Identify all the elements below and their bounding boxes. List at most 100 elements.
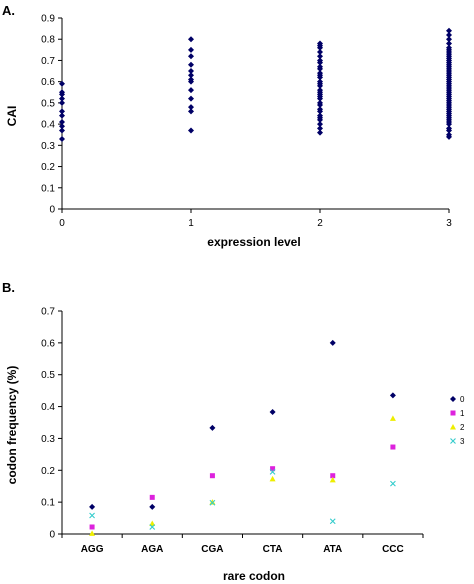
panel-a-point <box>59 99 65 106</box>
panel-a-point <box>188 61 194 68</box>
panel-b-y-tick-label: 0 <box>49 530 55 541</box>
panel-a-point <box>446 40 452 47</box>
panel-b-label: B. <box>2 280 15 295</box>
panel-b-point-series-0 <box>89 503 96 510</box>
panel-b-point-series-1 <box>270 466 276 472</box>
panel-a-x-ticks: 0 1 2 3 <box>59 209 452 229</box>
panel-b-point-series-1 <box>89 524 95 530</box>
panel-a-y-tick-label: 0.4 <box>41 120 55 131</box>
panel-a-point <box>59 95 65 102</box>
panel-b-legend: 0 1 2 3 <box>450 395 465 446</box>
panel-b-point-series-2 <box>389 415 396 421</box>
panel-a-point <box>188 53 194 60</box>
panel-a-y-tick-label: 0.3 <box>41 141 55 152</box>
panel-a-point <box>188 95 194 102</box>
panel-a-x-tick-label: 3 <box>446 218 452 229</box>
panel-b-point-series-2 <box>329 476 336 483</box>
panel-b-legend-label: 3 <box>460 437 465 446</box>
panel-b-y-tick-label: 0.4 <box>41 402 55 413</box>
panel-b-x-axis-label: rare codon <box>223 569 285 583</box>
panel-a-point <box>317 63 323 70</box>
panel-b-y-tick-label: 0.3 <box>41 434 55 445</box>
panel-a-point <box>317 112 323 119</box>
panel-b-point-series-2 <box>89 530 96 536</box>
panel-a-point <box>59 118 65 125</box>
panel-b-legend-marker <box>450 396 456 402</box>
panel-b-y-axis-label: codon frequency (%) <box>5 366 19 485</box>
panel-b-point-series-3 <box>149 524 156 530</box>
panel-b-x-tick-label: CGA <box>201 544 223 555</box>
panel-b-y-ticks: 0 0.1 0.2 0.3 0.4 0.5 0.6 0.7 <box>41 307 62 541</box>
panel-b-x-tick-label: CCC <box>382 544 404 555</box>
panel-b-x-tick-label: AGA <box>141 544 163 555</box>
panel-a-point <box>59 135 65 142</box>
panel-a-point <box>446 131 452 138</box>
panel-b-point-series-1 <box>330 473 336 479</box>
panel-a-points <box>59 27 452 142</box>
panel-a-point <box>446 125 452 132</box>
panel-b-legend-label: 2 <box>460 423 465 432</box>
panel-b-point-series-3 <box>329 518 336 525</box>
panel-a-point <box>317 53 323 60</box>
panel-a-point <box>188 72 194 79</box>
panel-a-point <box>188 104 194 111</box>
panel-a-point <box>317 99 323 106</box>
panel-a-y-tick-label: 0.5 <box>41 98 55 109</box>
panel-b-legend-marker <box>450 424 456 430</box>
panel-a-point <box>59 127 65 134</box>
panel-a-point <box>317 40 323 47</box>
panel-a-point <box>188 108 194 115</box>
panel-b-axes <box>61 311 423 535</box>
panel-a-point <box>446 31 452 38</box>
panel-a-point <box>188 76 194 83</box>
panel-b-x-tick-label: ATA <box>323 544 342 555</box>
panel-a-x-tick-label: 1 <box>188 218 194 229</box>
panel-a-point <box>59 89 65 96</box>
panel-a-y-tick-label: 0.9 <box>41 14 55 25</box>
panel-a-point <box>317 125 323 132</box>
panel-b-legend-label: 0 <box>460 395 465 404</box>
panel-b-point-series-0 <box>209 424 216 431</box>
panel-b-point-series-1 <box>209 473 215 479</box>
panel-a-y-tick-label: 0.6 <box>41 77 55 88</box>
panel-b-points <box>89 339 396 536</box>
panel-a-chart: A. 0 0.1 0.2 0.3 0.4 0.5 0.6 0.7 0.8 0.9 0 1 2 3 CAI… <box>2 3 452 249</box>
panel-b-x-tick-label: AGG <box>81 544 104 555</box>
panel-a-x-tick-label: 2 <box>317 218 323 229</box>
panel-b-point-series-2 <box>269 475 276 482</box>
panel-a-point <box>59 123 65 130</box>
panel-a-y-tick-label: 0.8 <box>41 35 55 46</box>
panel-a-axes <box>61 18 449 210</box>
panel-b-chart: B. 0 0.1 0.2 0.3 0.4 0.5 0.6 0.7 AGG AGA CGA CTA AT… <box>2 280 465 583</box>
panel-a-y-tick-label: 0 <box>49 205 55 216</box>
panel-b-x-tick-label: CTA <box>263 544 283 555</box>
panel-b-point-series-2 <box>149 520 156 526</box>
panel-a-point <box>59 108 65 115</box>
panel-a-point <box>188 46 194 53</box>
panel-b-point-series-0 <box>149 503 156 510</box>
panel-b-y-tick-label: 0.7 <box>41 307 55 318</box>
panel-a-point <box>446 36 452 43</box>
panel-a-point <box>188 127 194 134</box>
panel-a-point <box>446 44 452 51</box>
panel-b-point-series-3 <box>209 499 216 506</box>
panel-b-y-tick-label: 0.1 <box>41 498 55 509</box>
panel-a-y-tick-label: 0.7 <box>41 56 55 67</box>
panel-b-y-tick-label: 0.6 <box>41 338 55 349</box>
panel-b-point-series-2 <box>209 499 216 505</box>
panel-b-point-series-3 <box>269 468 276 475</box>
panel-b-legend-label: 1 <box>460 409 465 418</box>
panel-a-point <box>317 57 323 64</box>
panel-a-x-tick-label: 0 <box>59 218 65 229</box>
panel-a-y-tick-label: 0.2 <box>41 162 55 173</box>
panel-a-point <box>317 78 323 85</box>
panel-a-y-tick-label: 0.1 <box>41 183 55 194</box>
panel-b-point-series-0 <box>329 339 336 346</box>
panel-b-y-tick-label: 0.5 <box>41 370 55 381</box>
panel-a-x-axis-label: expression level <box>207 235 300 249</box>
panel-a-point <box>317 48 323 55</box>
panel-a-point <box>188 87 194 94</box>
panel-a-point <box>317 87 323 94</box>
panel-a-label: A. <box>2 3 15 18</box>
